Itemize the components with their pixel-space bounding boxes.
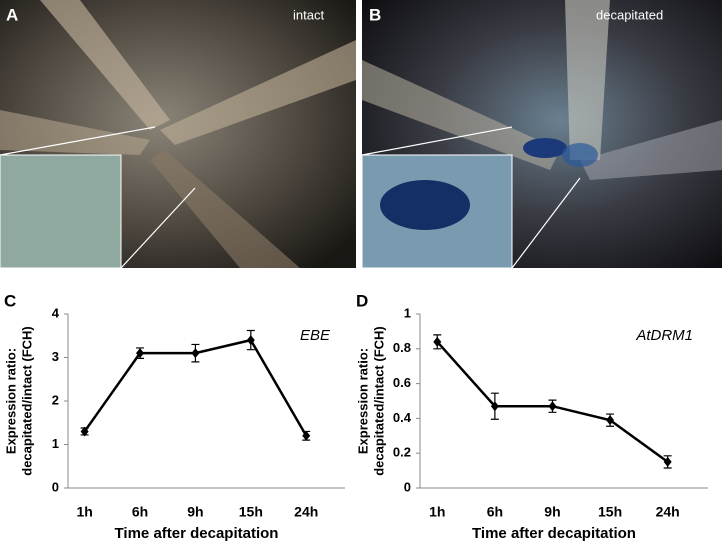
point — [490, 401, 499, 412]
y-tick-label: 1 — [404, 305, 411, 320]
y-tick-label: 0.4 — [393, 410, 412, 425]
photo-a: A intact — [0, 0, 356, 269]
x-tick-label: 24h — [294, 504, 318, 520]
y-axis-label: Expression ratio: — [355, 348, 370, 454]
x-tick-label: 9h — [187, 504, 203, 520]
point — [246, 335, 255, 346]
y-tick-label: 3 — [52, 349, 59, 364]
y-tick-label: 2 — [52, 392, 59, 407]
y-tick-label: 0 — [52, 479, 59, 494]
x-tick-label: 15h — [598, 504, 622, 520]
x-tick-label: 24h — [656, 504, 680, 520]
point — [548, 401, 557, 412]
x-tick-label: 9h — [544, 504, 560, 520]
y-tick-label: 0.8 — [393, 340, 411, 355]
point — [663, 456, 672, 467]
y-axis-label: decapitated/intact (FCH) — [371, 326, 386, 476]
photo-caption: decapitated — [596, 7, 663, 22]
point — [191, 348, 200, 359]
point — [302, 430, 311, 441]
photo-caption: intact — [293, 7, 324, 22]
y-axis-label: decapitated/intact (FCH) — [19, 326, 34, 476]
panel-label: B — [369, 5, 381, 24]
x-tick-label: 1h — [76, 504, 92, 520]
x-tick-label: 6h — [487, 504, 503, 520]
y-tick-label: 0.2 — [393, 445, 411, 460]
y-tick-label: 0.6 — [393, 375, 411, 390]
point — [136, 348, 145, 359]
x-tick-label: 1h — [429, 504, 445, 520]
x-axis-label: Time after decapitation — [115, 525, 279, 542]
y-tick-label: 4 — [52, 305, 60, 320]
photo-b: B decapitated — [361, 0, 722, 269]
y-tick-label: 0 — [404, 479, 411, 494]
annotation: AtDRM1 — [635, 327, 693, 344]
x-axis-label: Time after decapitation — [472, 525, 636, 542]
point — [606, 415, 615, 426]
y-tick-label: 1 — [52, 436, 59, 451]
point — [433, 336, 442, 347]
y-axis-label: Expression ratio: — [3, 348, 18, 454]
x-tick-label: 6h — [132, 504, 148, 520]
panel-label: C — [4, 291, 16, 310]
x-tick-label: 15h — [239, 504, 263, 520]
point — [80, 426, 89, 437]
panel-label: D — [356, 291, 368, 310]
annotation: EBE — [300, 327, 331, 344]
panel-label: A — [6, 5, 18, 24]
